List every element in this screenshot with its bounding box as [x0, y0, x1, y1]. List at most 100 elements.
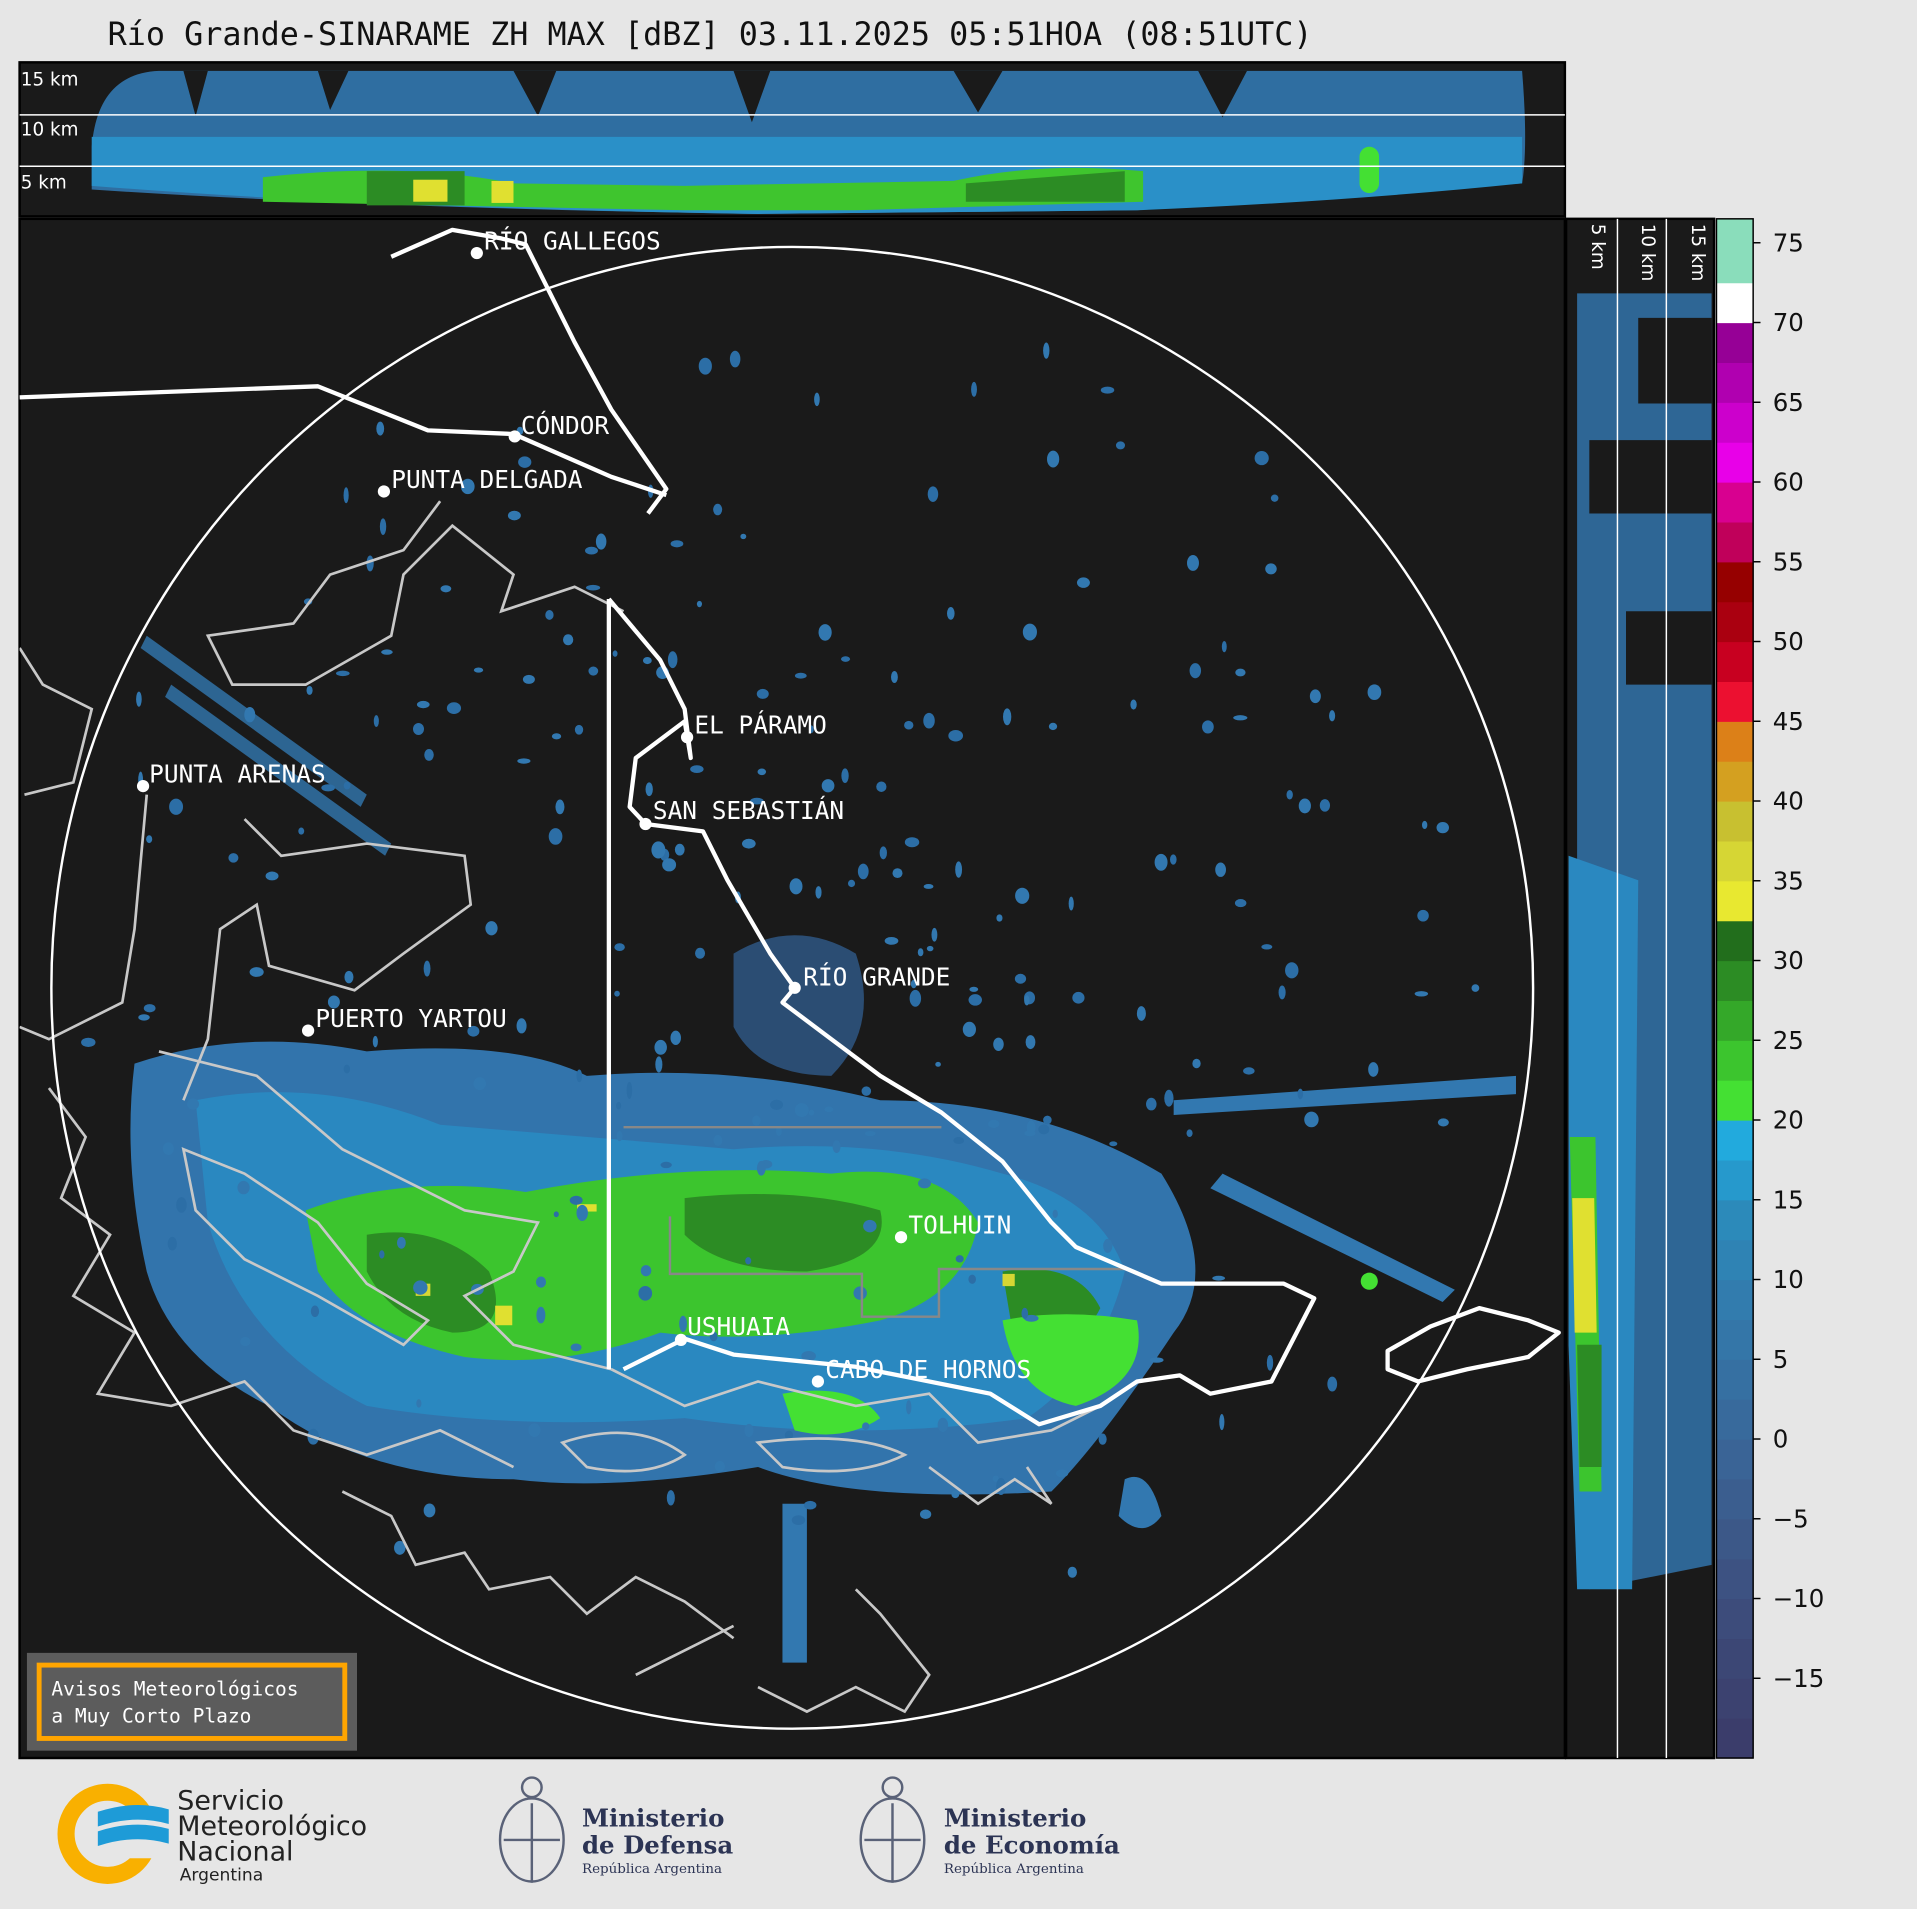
colorbar-tick-label: −15: [1773, 1664, 1825, 1693]
defensa-line-1: Ministerio: [582, 1803, 724, 1832]
side-panel-label-5km: 5 km: [1587, 224, 1608, 270]
colorbar-bin: [1716, 1239, 1754, 1281]
colorbar-bin: [1716, 761, 1754, 802]
city-dot: [788, 981, 801, 994]
city-label: TOLHUIN: [908, 1211, 1011, 1240]
smn-line-1: Servicio: [177, 1785, 284, 1816]
side-panel-label-10km: 10 km: [1637, 224, 1658, 282]
economia-line-1: Ministerio: [944, 1803, 1086, 1832]
colorbar-tick-label: 35: [1773, 866, 1804, 895]
colorbar-tick-label: 75: [1773, 228, 1804, 257]
colorbar-bin: [1716, 1120, 1754, 1161]
colorbar-bin: [1716, 880, 1754, 922]
coastlines: [19, 500, 1101, 1714]
colorbar-bin: [1716, 1199, 1754, 1241]
city-marker: TOLHUIN: [894, 1211, 1011, 1244]
argentina-coat-of-arms-icon: [859, 1776, 926, 1883]
colorbar-bin: [1716, 641, 1754, 683]
city-label: EL PÁRAMO: [694, 711, 826, 740]
smn-line-4: Argentina: [180, 1865, 263, 1885]
city-label: PUNTA ARENAS: [149, 759, 326, 788]
colorbar-tick-label: 40: [1773, 787, 1804, 816]
colorbar-bin: [1716, 1718, 1754, 1759]
city-marker: RÍO GRANDE: [788, 962, 950, 994]
city-dot: [811, 1375, 825, 1388]
colorbar-bin: [1716, 1518, 1754, 1560]
colorbar-tick-label: 70: [1773, 308, 1804, 337]
city-label: SAN SEBASTIÁN: [653, 796, 844, 825]
smn-logo-icon: [57, 1783, 174, 1884]
colorbar-bin: [1716, 1439, 1754, 1480]
colorbar-bin: [1716, 218, 1754, 284]
defensa-line-2: de Defensa: [582, 1830, 733, 1859]
colorbar-tick-label: −5: [1773, 1504, 1809, 1533]
logo-ministerio-economia: Ministerio de Economía República Argenti…: [859, 1776, 1120, 1883]
top-panel-label-10km: 10 km: [21, 120, 79, 141]
city-dot: [136, 779, 150, 793]
colorbar-bin: [1716, 442, 1754, 483]
smn-line-3: Nacional: [177, 1837, 293, 1868]
warning-box[interactable]: Avisos Meteorológicos a Muy Corto Plazo: [26, 1652, 358, 1751]
colorbar-bin: [1716, 362, 1754, 403]
city-label: PUNTA DELGADA: [391, 465, 583, 494]
city-marker: PUNTA ARENAS: [136, 759, 326, 793]
city-marker: PUERTO YARTOU: [301, 1004, 507, 1037]
colorbar-bin: [1716, 1319, 1754, 1360]
range-ring: [50, 245, 1535, 1730]
city-marker: USHUAIA: [674, 1312, 790, 1347]
city-label: RÍO GALLEGOS: [484, 226, 661, 255]
city-dot: [377, 485, 391, 498]
colorbar-bin: [1716, 1080, 1754, 1121]
city-marker: CABO DE HORNOS: [811, 1355, 1031, 1388]
argentina-coat-of-arms-icon: [498, 1776, 565, 1883]
colorbar-tick-label: 0: [1773, 1425, 1789, 1454]
top-cross-section-panel: 15 km 10 km 5 km: [18, 61, 1567, 218]
colorbar-bin: [1716, 1040, 1754, 1081]
colorbar-frame: [1715, 218, 1754, 1759]
colorbar-bin: [1716, 960, 1754, 1002]
city-label: PUERTO YARTOU: [315, 1004, 506, 1033]
city-dot: [301, 1024, 315, 1037]
colorbar-bin: [1716, 1558, 1754, 1600]
city-dot: [639, 817, 652, 831]
city-dot: [508, 430, 521, 443]
colorbar-tick-label: 5: [1773, 1345, 1789, 1374]
side-panel-label-15km: 15 km: [1687, 224, 1708, 282]
colorbar-bin: [1716, 681, 1754, 722]
side-cross-section-panel: 5 km 10 km 15 km: [1564, 217, 1716, 1760]
colorbar-bin: [1716, 721, 1754, 762]
colorbar-bin: [1716, 1399, 1754, 1440]
colorbar-bin: [1716, 1159, 1754, 1201]
city-label: USHUAIA: [687, 1312, 790, 1341]
city-marker: PUNTA DELGADA: [377, 465, 583, 498]
city-label: CÓNDOR: [521, 410, 610, 440]
top-panel-label-5km: 5 km: [21, 172, 67, 193]
logo-ministerio-defensa: Ministerio de Defensa República Argentin…: [498, 1776, 733, 1883]
colorbar-bin: [1716, 402, 1754, 443]
colorbar-tick-label: 65: [1773, 388, 1804, 417]
colorbar-tick-label: 15: [1773, 1185, 1804, 1214]
city-dot: [680, 731, 694, 744]
colorbar-bin: [1716, 282, 1754, 324]
colorbar-tick-label: 25: [1773, 1026, 1804, 1055]
radar-map: RÍO GALLEGOS CÓNDOR PUNTA DELGADA EL PÁRAMO…: [18, 217, 1567, 1760]
colorbar-bin: [1716, 840, 1754, 882]
colorbar-tick-label: 45: [1773, 707, 1804, 736]
economia-line-3: República Argentina: [944, 1862, 1084, 1877]
colorbar-tick-label: 30: [1773, 946, 1804, 975]
city-marker: EL PÁRAMO: [680, 711, 827, 744]
city-marker: RÍO GALLEGOS: [470, 226, 661, 260]
city-marker: SAN SEBASTIÁN: [639, 796, 844, 831]
city-label: CABO DE HORNOS: [825, 1355, 1031, 1384]
colorbar-bin: [1716, 482, 1754, 523]
warning-line-2: a Muy Corto Plazo: [51, 1705, 251, 1728]
colorbar-tick-label: 55: [1773, 547, 1804, 576]
colorbar-tick-label: 10: [1773, 1265, 1804, 1294]
colorbar-bin: [1716, 322, 1754, 363]
colorbar-tick-label: 50: [1773, 627, 1804, 656]
top-panel-label-15km: 15 km: [21, 70, 79, 91]
city-label: RÍO GRANDE: [803, 962, 950, 991]
colorbar-bin: [1716, 1000, 1754, 1041]
